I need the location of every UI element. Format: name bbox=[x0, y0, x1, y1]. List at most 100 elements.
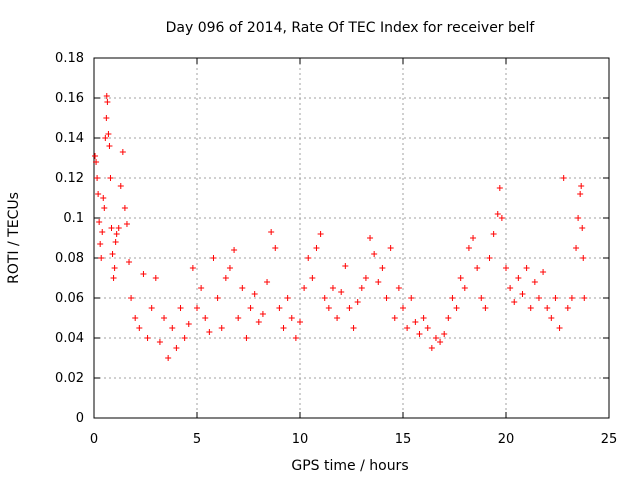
data-point bbox=[580, 255, 587, 261]
x-tick-label: 5 bbox=[193, 432, 201, 447]
data-point bbox=[350, 325, 357, 331]
data-point bbox=[391, 315, 398, 321]
data-point bbox=[478, 295, 485, 301]
data-point bbox=[136, 325, 143, 331]
data-point bbox=[97, 241, 104, 247]
data-point bbox=[177, 305, 184, 311]
data-point bbox=[416, 331, 423, 337]
data-point bbox=[470, 235, 477, 241]
data-point bbox=[189, 265, 196, 271]
data-point bbox=[560, 175, 567, 181]
data-point bbox=[461, 285, 468, 291]
data-point bbox=[465, 245, 472, 251]
data-point bbox=[107, 175, 114, 181]
data-point bbox=[523, 265, 530, 271]
data-point bbox=[367, 235, 374, 241]
data-point bbox=[148, 305, 155, 311]
data-point bbox=[424, 325, 431, 331]
plot-frame bbox=[93, 57, 610, 419]
data-point bbox=[117, 183, 124, 189]
data-point bbox=[98, 255, 105, 261]
data-point bbox=[432, 335, 439, 341]
data-point bbox=[441, 331, 448, 337]
x-axis-label: GPS time / hours bbox=[291, 458, 408, 474]
y-axis-label: ROTI / TECUs bbox=[6, 192, 22, 284]
data-point bbox=[387, 245, 394, 251]
data-point bbox=[92, 153, 99, 159]
data-point bbox=[247, 305, 254, 311]
data-point bbox=[95, 191, 102, 197]
data-point bbox=[544, 305, 551, 311]
data-point bbox=[568, 295, 575, 301]
data-point bbox=[494, 211, 501, 217]
grid-layer bbox=[94, 58, 609, 418]
data-point bbox=[94, 175, 101, 181]
data-point bbox=[342, 263, 349, 269]
data-point bbox=[226, 265, 233, 271]
data-point bbox=[119, 149, 126, 155]
data-point bbox=[383, 295, 390, 301]
data-point bbox=[239, 285, 246, 291]
data-point bbox=[259, 311, 266, 317]
data-point bbox=[358, 285, 365, 291]
data-point bbox=[507, 285, 514, 291]
y-tick-label: 0.16 bbox=[55, 91, 84, 106]
data-point bbox=[222, 275, 229, 281]
data-point bbox=[496, 185, 503, 191]
chart-title: Day 096 of 2014, Rate Of TEC Index for r… bbox=[166, 20, 536, 36]
data-point bbox=[317, 231, 324, 237]
data-point bbox=[280, 325, 287, 331]
data-point bbox=[362, 275, 369, 281]
y-tick-label: 0.08 bbox=[55, 251, 84, 266]
data-point bbox=[152, 275, 159, 281]
y-tick-label: 0.02 bbox=[55, 371, 84, 386]
points-layer bbox=[92, 93, 588, 361]
data-point bbox=[578, 183, 585, 189]
data-point bbox=[564, 305, 571, 311]
data-point bbox=[503, 265, 509, 271]
data-point bbox=[535, 295, 542, 301]
data-point bbox=[486, 255, 493, 261]
data-point bbox=[165, 355, 172, 361]
data-point bbox=[400, 305, 406, 311]
data-point bbox=[103, 93, 110, 99]
data-point bbox=[575, 215, 582, 221]
x-tick-label: 20 bbox=[498, 432, 515, 447]
y-tick-label: 0.14 bbox=[55, 131, 84, 146]
data-point bbox=[408, 295, 415, 301]
data-point bbox=[334, 315, 341, 321]
data-point bbox=[202, 315, 209, 321]
data-point bbox=[527, 305, 534, 311]
data-point bbox=[255, 319, 262, 325]
data-point bbox=[93, 159, 100, 165]
y-tick-label: 0.04 bbox=[55, 331, 84, 346]
data-point bbox=[102, 135, 109, 141]
y-tick-label: 0.1 bbox=[63, 211, 84, 226]
y-tick-label: 0.18 bbox=[55, 51, 84, 66]
data-point bbox=[111, 265, 118, 271]
data-point bbox=[181, 335, 188, 341]
data-point bbox=[309, 275, 316, 281]
data-point bbox=[305, 255, 312, 261]
data-point bbox=[556, 325, 563, 331]
data-point bbox=[103, 115, 110, 121]
data-point bbox=[194, 305, 200, 311]
data-point bbox=[445, 315, 452, 321]
data-point bbox=[579, 225, 586, 231]
data-point bbox=[99, 229, 106, 235]
data-point bbox=[292, 335, 299, 341]
data-point bbox=[272, 245, 279, 251]
data-point bbox=[453, 305, 460, 311]
data-point bbox=[169, 325, 176, 331]
data-point bbox=[210, 255, 217, 261]
x-tick-label: 0 bbox=[90, 432, 98, 447]
data-point bbox=[325, 305, 332, 311]
data-point bbox=[515, 275, 522, 281]
data-point bbox=[412, 319, 419, 325]
y-tick-label: 0.06 bbox=[55, 291, 84, 306]
data-point bbox=[109, 251, 116, 257]
data-point bbox=[577, 191, 584, 197]
data-point bbox=[511, 299, 518, 305]
data-point bbox=[276, 305, 283, 311]
data-point bbox=[437, 339, 444, 345]
